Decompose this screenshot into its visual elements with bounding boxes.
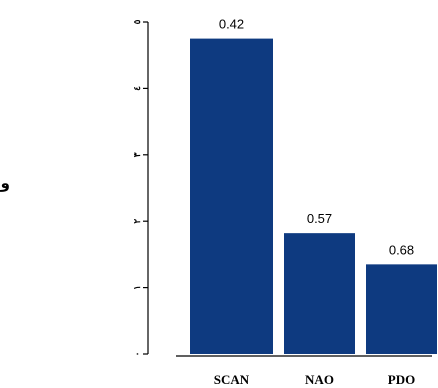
- data-label: 0.57: [307, 211, 332, 226]
- bar: [190, 38, 273, 354]
- y-axis-title: واریانس: [0, 174, 10, 192]
- y-tick-label: ٢: [133, 219, 143, 224]
- bars: [190, 38, 437, 354]
- bar: [366, 264, 437, 354]
- x-tick-label: PDO: [388, 372, 415, 387]
- bar: [284, 233, 355, 354]
- y-tick-label: ٠: [133, 352, 143, 357]
- data-label: 0.42: [219, 17, 244, 32]
- y-tick-label: ٥: [133, 19, 143, 24]
- y-tick-label: ٤: [133, 86, 143, 91]
- y-tick-label: ١: [133, 285, 143, 290]
- x-tick-label: SCAN: [214, 372, 250, 387]
- labels: 0.42 SCAN 0.57 NAO 0.68 PDO: [214, 17, 415, 387]
- x-tick-label: NAO: [305, 372, 334, 387]
- y-tick-label: ٣: [133, 152, 143, 157]
- axes: ٠ ١ ٢ ٣ ٤ ٥: [133, 19, 432, 357]
- data-label: 0.68: [389, 242, 414, 257]
